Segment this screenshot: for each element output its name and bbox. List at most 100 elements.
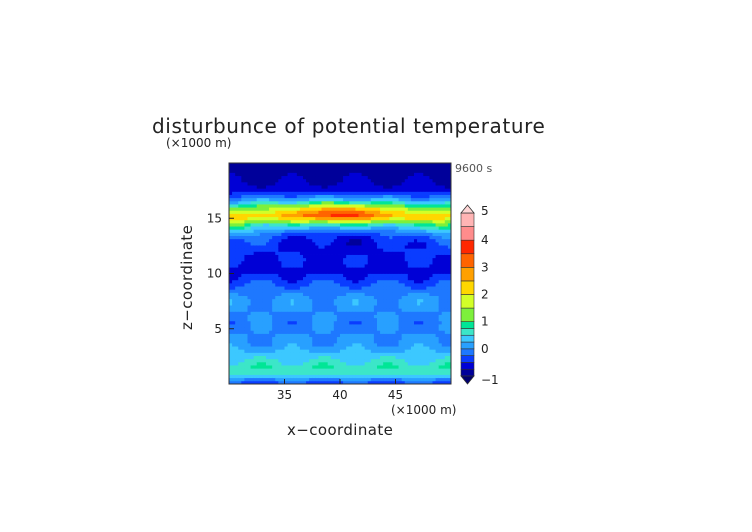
heatmap-cell (373, 185, 378, 189)
heatmap-cell (367, 317, 372, 322)
heatmap-cell (306, 330, 310, 334)
heatmap-cell (293, 374, 298, 379)
heatmap-cell (287, 254, 292, 259)
heatmap-cell (244, 257, 248, 262)
heatmap-cell (395, 216, 399, 221)
heatmap-cell (253, 358, 258, 363)
heatmap-cell (238, 380, 242, 385)
heatmap-cell (330, 324, 335, 328)
heatmap-cell (244, 185, 248, 189)
heatmap-cell (256, 163, 261, 167)
heatmap-cell (336, 279, 341, 284)
heatmap-cell (389, 216, 393, 221)
heatmap-cell (395, 327, 399, 331)
heatmap-cell (392, 368, 396, 372)
heatmap-cell (389, 226, 393, 230)
heatmap-cell (349, 333, 353, 338)
heatmap-cell (275, 295, 279, 300)
heatmap-cell (315, 295, 319, 300)
heatmap-cell (296, 178, 301, 183)
heatmap-cell (444, 213, 449, 218)
heatmap-cell (241, 213, 245, 218)
heatmap-cell (435, 279, 440, 284)
heatmap-cell (250, 377, 255, 382)
heatmap-cell (253, 241, 258, 246)
heatmap-cell (432, 342, 436, 347)
heatmap-cell (262, 238, 267, 243)
heatmap-cell (377, 327, 381, 331)
heatmap-cell (340, 200, 344, 205)
heatmap-cell (404, 317, 409, 322)
heatmap-cell (299, 330, 304, 334)
heatmap-cell (312, 327, 316, 331)
heatmap-cell (262, 286, 267, 290)
heatmap-cell (306, 371, 310, 375)
heatmap-cell (244, 327, 248, 331)
heatmap-cell (432, 336, 436, 341)
heatmap-cell (441, 333, 446, 338)
heatmap-cell (423, 377, 427, 382)
heatmap-cell (358, 355, 362, 360)
heatmap-cell (420, 251, 424, 255)
heatmap-cell (414, 238, 418, 243)
heatmap-cell (324, 172, 329, 177)
heatmap-cell (398, 308, 403, 312)
heatmap-cell (438, 241, 443, 246)
heatmap-cell (438, 317, 443, 322)
heatmap-cell (401, 352, 406, 356)
heatmap-cell (407, 339, 412, 344)
heatmap-cell (330, 327, 335, 331)
heatmap-cell (346, 371, 350, 375)
heatmap-cell (352, 251, 356, 255)
heatmap-cell (315, 207, 319, 211)
heatmap-cell (352, 219, 356, 224)
heatmap-cell (333, 305, 338, 309)
heatmap-cell (352, 166, 356, 170)
heatmap-cell (410, 232, 415, 237)
heatmap-cell (423, 229, 427, 233)
heatmap-cell (377, 166, 381, 170)
heatmap-cell (299, 222, 304, 227)
heatmap-cell (266, 339, 270, 344)
heatmap-cell (380, 178, 384, 183)
heatmap-cell (367, 163, 372, 167)
heatmap-cell (287, 292, 292, 296)
heatmap-cell (401, 238, 406, 243)
heatmap-cell (444, 210, 449, 214)
heatmap-cell (287, 181, 292, 186)
heatmap-cell (229, 374, 233, 379)
heatmap-cell (275, 270, 279, 274)
heatmap-cell (438, 200, 443, 205)
heatmap-cell (266, 298, 270, 303)
heatmap-cell (247, 178, 251, 183)
heatmap-cell (432, 245, 436, 249)
heatmap-cell (266, 267, 270, 271)
heatmap-cell (355, 349, 359, 353)
heatmap-cell (250, 358, 255, 363)
heatmap-cell (426, 305, 430, 309)
heatmap-cell (447, 371, 452, 375)
heatmap-cell (435, 229, 440, 233)
heatmap-cell (432, 254, 436, 259)
heatmap-cell (238, 352, 242, 356)
heatmap-cell (441, 213, 446, 218)
heatmap-cell (389, 349, 393, 353)
heatmap-cell (407, 191, 412, 195)
heatmap-cell (426, 238, 430, 243)
heatmap-cell (259, 232, 264, 237)
heatmap-cell (253, 245, 258, 249)
heatmap-cell (278, 194, 282, 199)
heatmap-cell (444, 172, 449, 177)
heatmap-cell (444, 282, 449, 287)
heatmap-cell (321, 216, 325, 221)
heatmap-cell (355, 282, 359, 287)
heatmap-cell (296, 352, 301, 356)
heatmap-cell (435, 175, 440, 180)
heatmap-cell (324, 232, 329, 237)
heatmap-cell (281, 317, 285, 322)
heatmap-cell (284, 273, 288, 278)
heatmap-cell (256, 289, 261, 293)
heatmap-cell (262, 336, 267, 341)
heatmap-cell (296, 232, 301, 237)
heatmap-cell (269, 324, 273, 328)
